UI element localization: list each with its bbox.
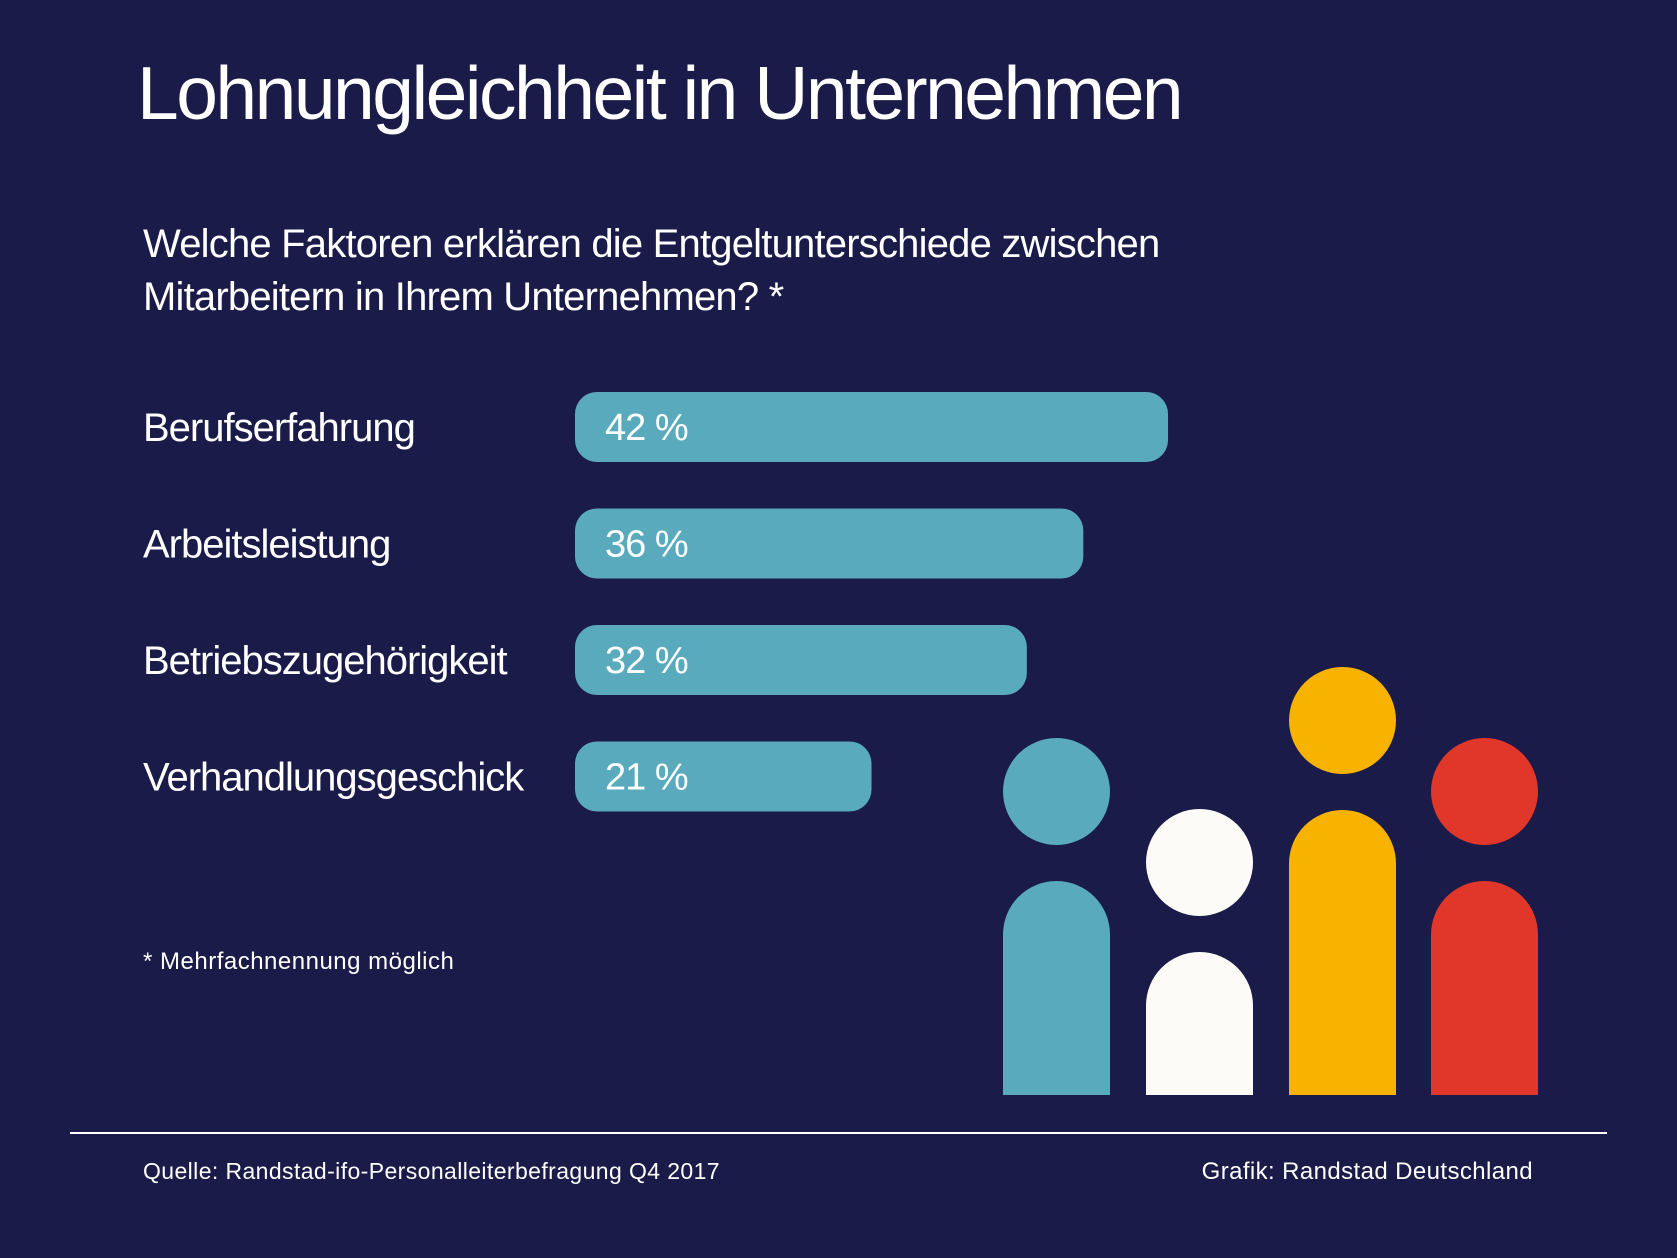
footer-divider bbox=[70, 1132, 1607, 1134]
person-white-icon bbox=[1146, 809, 1253, 1095]
category-label: Betriebszugehörigkeit bbox=[143, 639, 508, 683]
person-red-icon bbox=[1431, 738, 1538, 1095]
person-teal-icon bbox=[1003, 738, 1110, 1095]
page-title: Lohnungleichheit in Unternehmen bbox=[137, 51, 1184, 135]
bar bbox=[575, 508, 1084, 579]
category-label: Berufserfahrung bbox=[143, 406, 415, 450]
source-note: Quelle: Randstad-ifo-Personalleiterbefra… bbox=[143, 1158, 720, 1184]
bar bbox=[575, 741, 872, 812]
bar-value-label: 36 % bbox=[605, 524, 688, 566]
graphic-credit: Grafik: Randstad Deutschland bbox=[1201, 1158, 1533, 1185]
bar-value-label: 32 % bbox=[605, 640, 688, 682]
bar-value-label: 42 % bbox=[605, 407, 688, 449]
category-label: Verhandlungsgeschick bbox=[143, 756, 525, 800]
footnote: * Mehrfachnennung möglich bbox=[143, 948, 455, 975]
person-yellow-icon bbox=[1289, 667, 1396, 1095]
chart-question: Welche Faktoren erklären die Entgeltunte… bbox=[143, 222, 1160, 319]
bar bbox=[575, 625, 1027, 695]
category-label: Arbeitsleistung bbox=[143, 523, 390, 567]
bar bbox=[575, 392, 1169, 462]
bar-value-label: 21 % bbox=[605, 757, 688, 799]
